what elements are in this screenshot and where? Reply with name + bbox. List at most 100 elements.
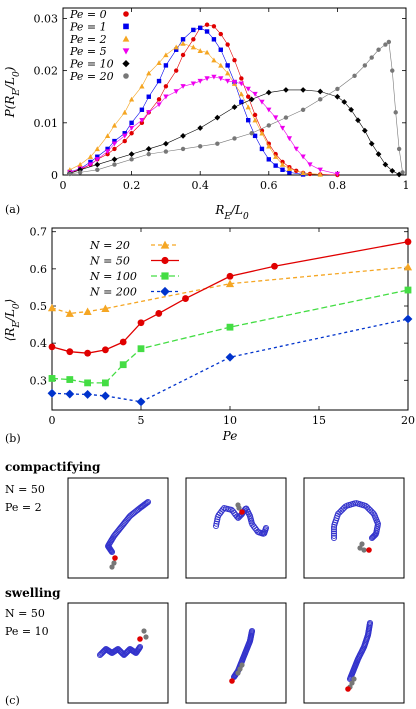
series-5 — [67, 39, 405, 177]
data-point — [211, 24, 217, 29]
x-tick-label: 0.2 — [123, 179, 141, 192]
snapshot-2-3 — [303, 602, 405, 704]
panel-a-ylabel: P(RE/L0) — [3, 66, 22, 118]
data-point — [225, 78, 231, 84]
tail-monomer — [349, 680, 355, 686]
data-point — [87, 154, 94, 159]
data-point — [119, 361, 127, 369]
row1-n-label: N = 50 — [5, 483, 45, 496]
series-line — [69, 89, 400, 175]
data-point — [191, 27, 196, 33]
monomer — [119, 650, 126, 657]
data-point — [369, 55, 374, 60]
series-line — [51, 266, 409, 315]
data-point — [190, 44, 196, 50]
data-point — [101, 304, 110, 312]
data-point — [348, 106, 354, 113]
data-point — [226, 272, 234, 280]
active-head-monomer — [137, 636, 143, 642]
legend-marker — [122, 59, 130, 68]
data-point — [382, 161, 389, 168]
data-point — [225, 279, 235, 288]
data-point — [197, 125, 204, 131]
data-point — [197, 48, 203, 53]
monomer — [120, 651, 127, 658]
data-point — [66, 376, 74, 383]
monomer — [330, 526, 338, 533]
data-point — [259, 130, 265, 136]
data-point — [231, 104, 238, 111]
data-point — [139, 118, 145, 123]
data-point — [280, 167, 285, 172]
legend-label: Pe = 2 — [69, 33, 107, 46]
data-point — [362, 63, 368, 68]
data-point — [102, 379, 109, 387]
data-point — [218, 62, 224, 68]
snapshot-1-3 — [303, 477, 405, 579]
tail-monomer — [235, 670, 241, 676]
data-point — [386, 39, 392, 45]
data-point — [218, 76, 224, 82]
polymer-chain-6 — [345, 619, 374, 692]
data-point — [225, 63, 230, 68]
data-point — [95, 167, 100, 172]
data-point — [211, 74, 217, 80]
data-point — [180, 40, 186, 46]
data-point — [129, 120, 134, 126]
data-point — [248, 96, 255, 103]
data-point — [300, 107, 306, 112]
data-point — [87, 162, 94, 168]
data-point — [163, 94, 169, 100]
data-point — [122, 131, 127, 136]
data-point — [252, 133, 258, 139]
data-point — [145, 146, 152, 152]
data-point — [266, 107, 272, 113]
data-point — [180, 132, 186, 139]
polymer-chain-4 — [96, 628, 149, 659]
panel-a-frame — [62, 7, 407, 176]
data-point — [163, 149, 169, 154]
data-point — [249, 131, 254, 136]
data-point — [77, 161, 83, 167]
legend-label: N = 100 — [89, 270, 137, 283]
data-point — [180, 146, 186, 152]
data-point — [273, 115, 279, 121]
y-tick-label: 0.7 — [30, 226, 48, 239]
data-point — [104, 149, 111, 155]
data-point — [238, 91, 244, 97]
monomer — [214, 516, 221, 523]
data-point — [352, 73, 357, 79]
data-point — [146, 110, 152, 116]
data-point — [94, 146, 100, 152]
data-point — [361, 127, 368, 134]
monomer — [136, 644, 143, 651]
data-point — [94, 157, 100, 162]
data-point — [246, 94, 251, 99]
data-point — [65, 389, 75, 399]
tail-monomer — [361, 547, 367, 553]
row2-n-label: N = 50 — [5, 607, 45, 620]
data-point — [355, 117, 361, 124]
data-point — [318, 97, 323, 102]
data-point — [335, 86, 340, 92]
data-point — [334, 171, 341, 177]
row1-pe-label: Pe = 2 — [5, 501, 42, 514]
data-point — [300, 170, 306, 176]
data-point — [88, 159, 93, 165]
series-3 — [67, 74, 341, 177]
legend-label: N = 200 — [89, 286, 137, 299]
data-point — [84, 379, 91, 387]
data-point — [139, 83, 145, 89]
panel-c-label: (c) — [5, 694, 20, 707]
series-4 — [67, 87, 402, 178]
x-tick-label: 0 — [49, 414, 56, 427]
x-tick-label: 0.4 — [191, 179, 209, 192]
data-point — [266, 143, 272, 149]
data-point — [111, 156, 118, 163]
data-point — [239, 76, 244, 81]
data-point — [163, 52, 169, 58]
data-point — [111, 122, 118, 128]
data-point — [403, 262, 413, 271]
active-head-monomer — [239, 509, 245, 515]
